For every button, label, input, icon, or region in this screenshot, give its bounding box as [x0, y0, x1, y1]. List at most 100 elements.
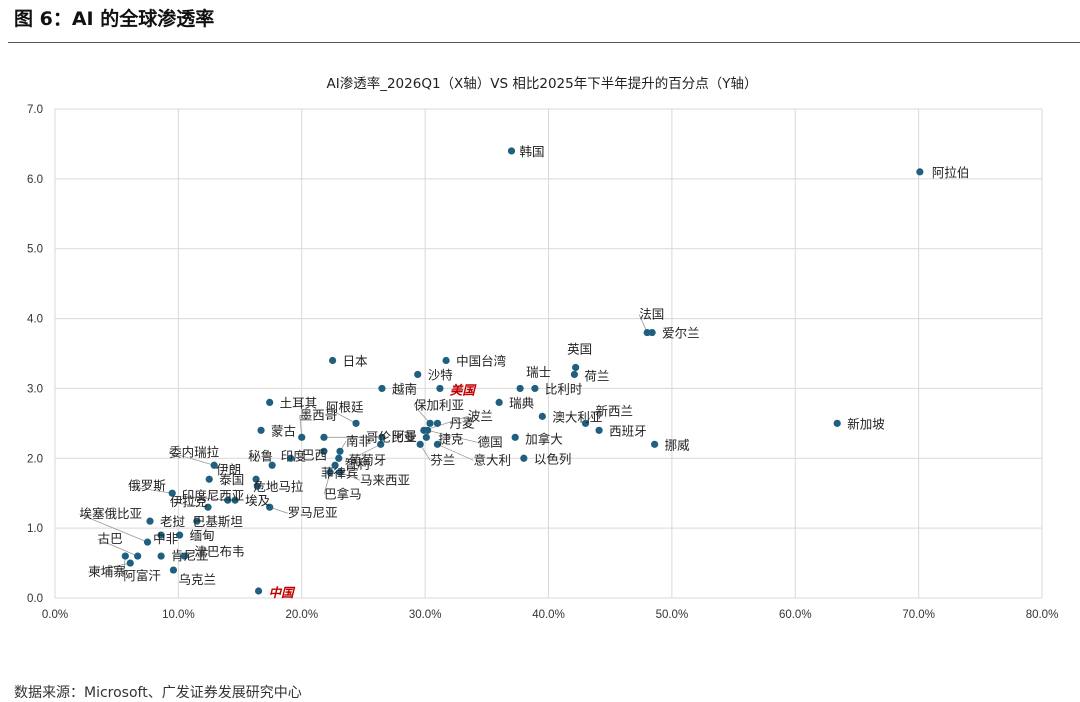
point-label: 芬兰 — [430, 452, 455, 467]
data-point — [168, 489, 176, 497]
point-label: 日本 — [343, 353, 369, 368]
data-point — [433, 419, 442, 427]
data-point — [648, 328, 656, 337]
point-label: 葡萄牙 — [349, 452, 387, 467]
point-label: 缅甸 — [190, 528, 215, 543]
data-point — [495, 398, 503, 406]
data-point — [231, 496, 239, 504]
data-point — [538, 412, 546, 420]
point-label: 乌克兰 — [178, 572, 216, 587]
leader-line — [323, 472, 331, 495]
data-point — [511, 433, 519, 441]
point-label: 以色列 — [534, 451, 572, 466]
point-label: 秘鲁 — [248, 448, 273, 463]
point-label: 意大利 — [473, 452, 511, 467]
leader-line — [169, 501, 209, 508]
point-label: 新西兰 — [596, 403, 634, 418]
data-point — [416, 440, 424, 448]
y-tick-label: 4.0 — [27, 314, 43, 326]
x-tick-label: 70.0% — [902, 609, 935, 621]
leader-line — [348, 443, 381, 461]
data-point — [266, 398, 274, 406]
data-point — [328, 356, 337, 365]
leader-line — [79, 513, 148, 543]
point-label: 津巴布韦 — [195, 544, 245, 559]
y-tick-label: 7.0 — [27, 104, 43, 116]
point-label: 古巴 — [98, 531, 123, 546]
data-point — [433, 440, 442, 448]
data-point — [266, 503, 274, 511]
point-label: 哥伦比亚 — [366, 429, 416, 444]
data-point — [570, 370, 579, 379]
point-label: 越南 — [392, 381, 417, 396]
point-label: 印度 — [281, 448, 307, 463]
point-label: 菲律宾 — [321, 465, 359, 480]
point-label: 马来西亚 — [360, 472, 410, 487]
data-point — [507, 147, 516, 155]
x-tick-label: 60.0% — [779, 609, 812, 621]
point-label: 巴基斯坦 — [193, 514, 243, 529]
point-label: 澳大利亚 — [552, 409, 602, 424]
point-label: 新加坡 — [847, 416, 885, 431]
leader-line — [437, 443, 474, 461]
data-point — [423, 426, 432, 434]
point-label: 危地马拉 — [253, 479, 304, 494]
point-label: 瑞典 — [509, 395, 534, 410]
point-label: 波兰 — [468, 408, 493, 423]
data-point — [287, 454, 295, 462]
data-point — [422, 433, 430, 441]
point-label: 印度尼西亚 — [182, 488, 245, 503]
data-point — [157, 552, 165, 560]
data-point — [520, 454, 528, 462]
data-point — [253, 482, 261, 490]
point-label: 保加利亚 — [414, 397, 464, 412]
label-leader-lines — [79, 314, 648, 577]
point-label: 美国 — [450, 382, 478, 397]
point-label: 委内瑞拉 — [169, 444, 220, 459]
data-point — [143, 538, 152, 546]
x-tick-label: 30.0% — [409, 609, 442, 621]
point-label: 埃及 — [245, 493, 271, 508]
point-label: 阿拉伯 — [932, 165, 970, 180]
point-label: 墨西哥 — [300, 407, 338, 422]
y-tick-label: 2.0 — [27, 453, 43, 465]
y-tick-label: 0.0 — [27, 593, 43, 605]
point-label: 荷兰 — [584, 368, 609, 383]
point-label: 挪威 — [665, 437, 691, 452]
x-tick-label: 20.0% — [285, 609, 318, 621]
x-axis-ticks: 0.0% 10.0% 20.0% 30.0% 40.0% 50.0% 60.0% 70.0% 8… — [42, 609, 1058, 621]
point-label: 泰国 — [219, 472, 244, 487]
data-point — [257, 426, 265, 434]
point-label: 瑞士 — [526, 364, 551, 379]
point-label: 巴西 — [302, 447, 327, 462]
data-point — [176, 531, 184, 539]
point-label: 中国台湾 — [456, 353, 506, 368]
data-point — [378, 384, 386, 393]
leader-line — [423, 415, 469, 431]
data-point — [204, 503, 212, 511]
x-tick-label: 40.0% — [532, 609, 565, 621]
data-point — [320, 433, 328, 441]
data-point — [157, 531, 165, 539]
data-point — [414, 370, 422, 379]
point-label: 中非 — [153, 531, 178, 546]
data-point — [352, 419, 360, 427]
data-point — [210, 461, 218, 469]
point-label: 蒙古 — [271, 423, 296, 438]
data-point — [126, 559, 134, 567]
data-point — [595, 426, 603, 434]
y-tick-label: 3.0 — [27, 383, 43, 395]
data-point — [146, 517, 154, 525]
data-point — [121, 552, 129, 560]
data-point — [531, 384, 539, 393]
data-point — [516, 384, 524, 393]
point-label: 肯尼亚 — [171, 548, 209, 563]
data-point — [572, 363, 580, 372]
point-label: 老挝 — [160, 514, 186, 529]
leader-line — [181, 495, 228, 501]
data-point — [643, 328, 651, 337]
point-label: 丹麦 — [449, 415, 475, 430]
point-label: 加拿大 — [525, 431, 563, 446]
